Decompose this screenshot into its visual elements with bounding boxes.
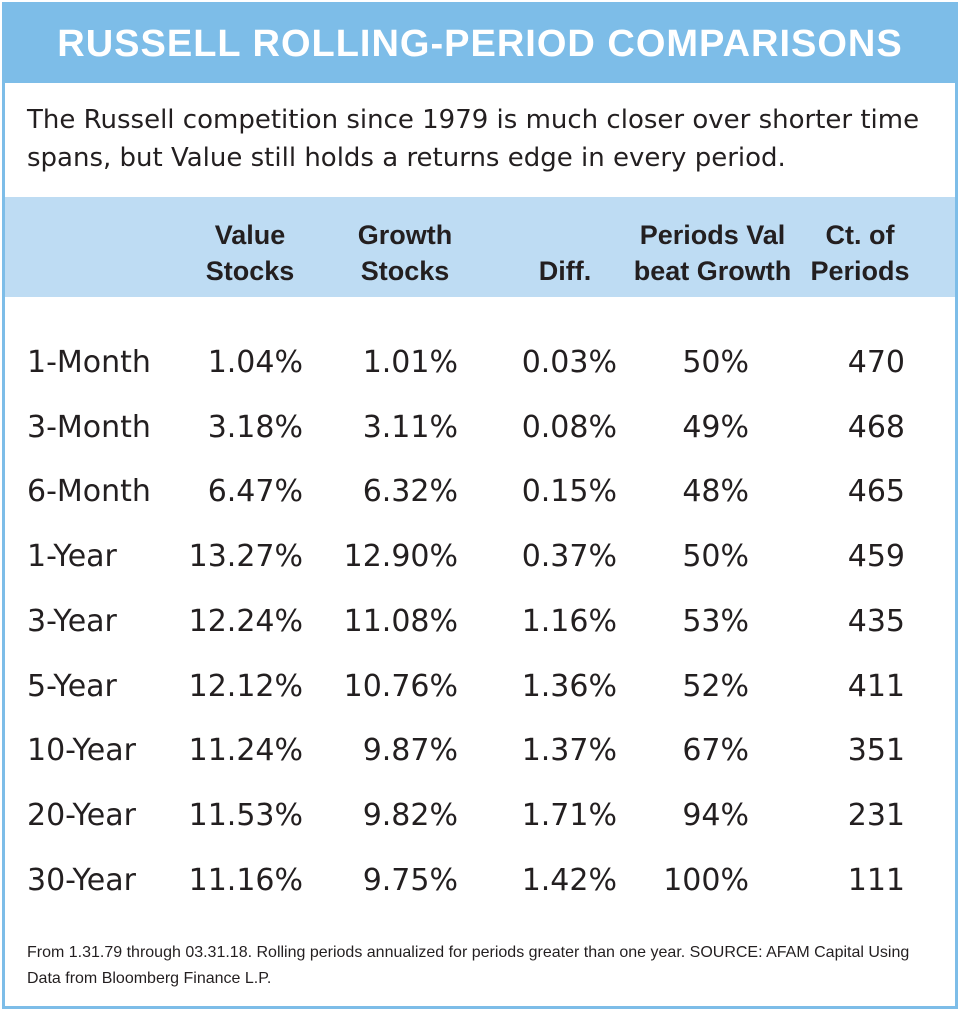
count-of-periods-cell: 351 xyxy=(847,733,905,769)
source-footnote: From 1.31.79 through 03.31.18. Rolling p… xyxy=(27,944,910,987)
growth-stocks-cell: 10.76% xyxy=(343,668,458,704)
growth-stocks-cell: 1.01% xyxy=(362,345,458,380)
growth-stocks-cell: 6.32% xyxy=(362,474,458,510)
column-header-band xyxy=(5,197,955,297)
column-header-periods-val-beat-growth: Periods Val beat Growth xyxy=(633,220,792,286)
count-of-periods-cell: 470 xyxy=(847,345,905,380)
count-of-periods-cell: 411 xyxy=(847,668,905,704)
growth-stocks-cell: 12.90% xyxy=(343,539,458,575)
period-cell: 6-Month xyxy=(27,474,151,510)
diff-cell: 0.37% xyxy=(521,539,617,575)
periods-val-beat-growth-cell: 50% xyxy=(682,539,749,575)
value-stocks-cell: 11.24% xyxy=(188,733,303,769)
diff-cell: 0.03% xyxy=(521,345,617,380)
periods-val-beat-growth-cell: 48% xyxy=(682,474,749,510)
diff-cell: 1.42% xyxy=(521,862,617,898)
diff-cell: 1.71% xyxy=(521,797,617,833)
count-of-periods-cell: 468 xyxy=(847,409,905,445)
table-row: 1-Year 13.27% 12.90% 0.37% 50% 459 xyxy=(5,525,955,589)
count-of-periods-cell: 435 xyxy=(847,603,905,639)
table-title: RUSSELL ROLLING-PERIOD COMPARISONS xyxy=(5,5,955,83)
growth-stocks-cell: 3.11% xyxy=(362,409,458,445)
column-header-value-stocks: Value Stocks xyxy=(205,220,295,286)
table-row: 3-Month 3.18% 3.11% 0.08% 49% 468 xyxy=(5,396,955,460)
value-stocks-cell: 3.18% xyxy=(207,409,303,445)
column-header-count-of-periods: Ct. of Periods xyxy=(810,220,910,286)
growth-stocks-cell: 9.87% xyxy=(362,733,458,769)
value-stocks-cell: 6.47% xyxy=(207,474,303,510)
count-of-periods-cell: 231 xyxy=(847,797,905,833)
periods-val-beat-growth-cell: 49% xyxy=(682,409,749,445)
period-cell: 3-Year xyxy=(27,603,117,639)
column-header-diff: Diff. xyxy=(538,256,592,286)
period-cell: 1-Year xyxy=(27,539,117,575)
table-row: 30-Year 11.16% 9.75% 1.42% 100% 111 xyxy=(5,849,955,913)
diff-cell: 0.08% xyxy=(521,409,617,445)
periods-val-beat-growth-cell: 94% xyxy=(682,797,749,833)
count-of-periods-cell: 465 xyxy=(847,474,905,510)
periods-val-beat-growth-cell: 52% xyxy=(682,668,749,704)
period-cell: 1-Month xyxy=(27,345,151,380)
value-stocks-cell: 13.27% xyxy=(188,539,303,575)
value-stocks-cell: 1.04% xyxy=(207,345,303,380)
diff-cell: 1.37% xyxy=(521,733,617,769)
table-row: 20-Year 11.53% 9.82% 1.71% 94% 231 xyxy=(5,784,955,848)
table-subtitle: The Russell competition since 1979 is mu… xyxy=(27,105,920,173)
table-row: 6-Month 6.47% 6.32% 0.15% 48% 465 xyxy=(5,460,955,524)
growth-stocks-cell: 9.75% xyxy=(362,862,458,898)
growth-stocks-cell: 11.08% xyxy=(343,603,458,639)
periods-val-beat-growth-cell: 100% xyxy=(663,862,749,898)
value-stocks-cell: 12.24% xyxy=(188,603,303,639)
diff-cell: 0.15% xyxy=(521,474,617,510)
diff-cell: 1.16% xyxy=(521,603,617,639)
value-stocks-cell: 11.16% xyxy=(188,862,303,898)
period-cell: 3-Month xyxy=(27,409,151,445)
periods-val-beat-growth-cell: 50% xyxy=(682,345,749,380)
period-cell: 10-Year xyxy=(27,733,136,769)
column-header-growth-stocks: Growth Stocks xyxy=(357,220,453,286)
table-row: 5-Year 12.12% 10.76% 1.36% 52% 411 xyxy=(5,655,955,719)
period-cell: 5-Year xyxy=(27,668,117,704)
diff-cell: 1.36% xyxy=(521,668,617,704)
growth-stocks-cell: 9.82% xyxy=(362,797,458,833)
value-stocks-cell: 12.12% xyxy=(188,668,303,704)
period-cell: 30-Year xyxy=(27,862,136,898)
value-stocks-cell: 11.53% xyxy=(188,797,303,833)
periods-val-beat-growth-cell: 67% xyxy=(682,733,749,769)
period-cell: 20-Year xyxy=(27,797,136,833)
table-row: 10-Year 11.24% 9.87% 1.37% 67% 351 xyxy=(5,719,955,783)
count-of-periods-cell: 111 xyxy=(847,862,905,898)
count-of-periods-cell: 459 xyxy=(847,539,905,575)
table-row: 3-Year 12.24% 11.08% 1.16% 53% 435 xyxy=(5,590,955,654)
periods-val-beat-growth-cell: 53% xyxy=(682,603,749,639)
table-row: 1-Month 1.04% 1.01% 0.03% 50% 470 xyxy=(5,331,955,395)
